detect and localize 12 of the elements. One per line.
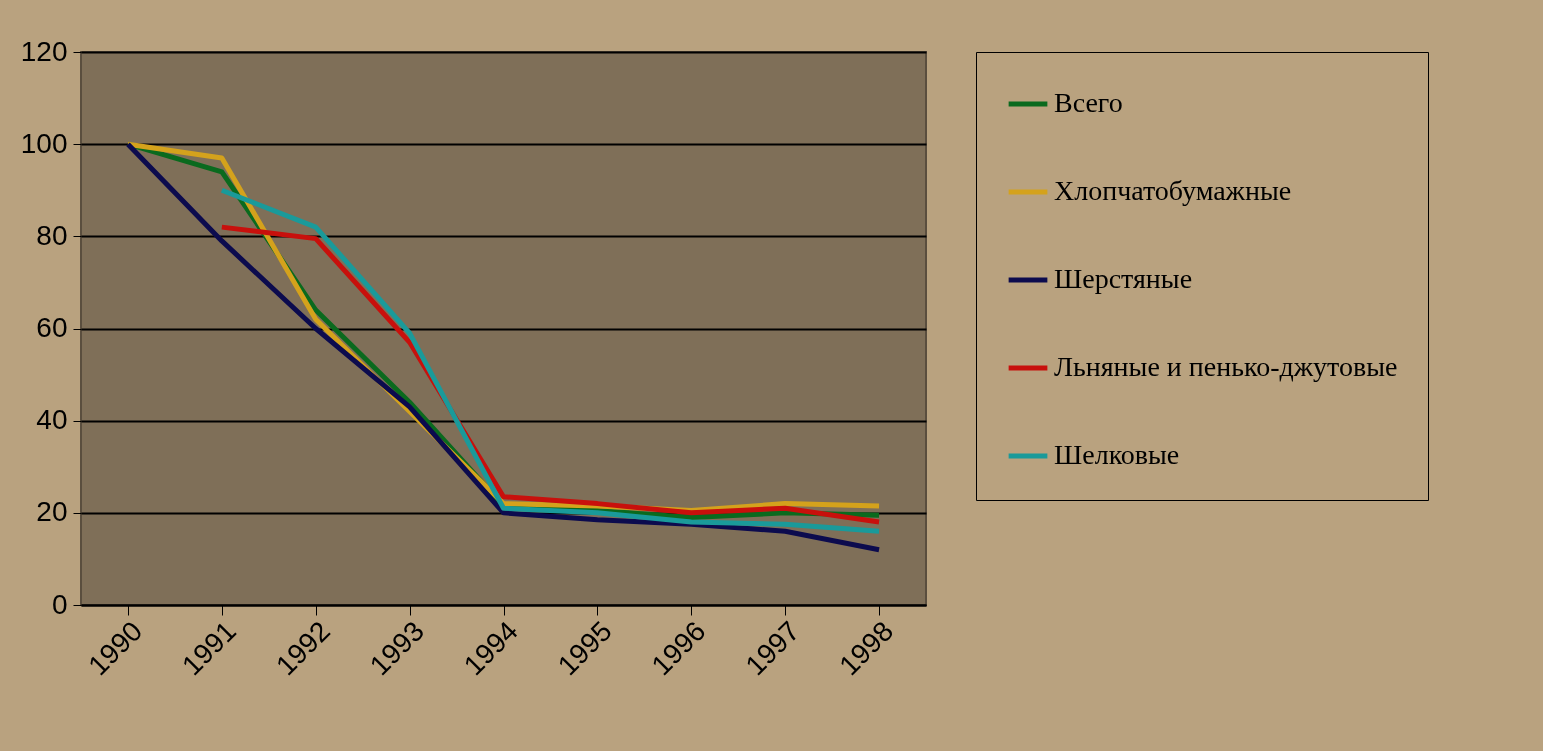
legend-label: Шелковые <box>1054 439 1180 470</box>
y-tick-label: 100 <box>20 127 68 159</box>
legend-label: Льняные и пенько-джутовые <box>1054 351 1398 382</box>
legend-label: Шерстяные <box>1054 263 1193 294</box>
y-tick-label: 120 <box>20 35 68 67</box>
y-tick-label: 60 <box>36 312 68 343</box>
legend-label: Хлопчатобумажные <box>1054 175 1292 206</box>
y-tick-label: 0 <box>51 588 68 620</box>
y-tick-label: 20 <box>36 496 68 528</box>
y-tick-label: 80 <box>36 219 68 251</box>
y-tick-label: 40 <box>36 404 68 436</box>
legend-label: Всего <box>1054 87 1123 118</box>
